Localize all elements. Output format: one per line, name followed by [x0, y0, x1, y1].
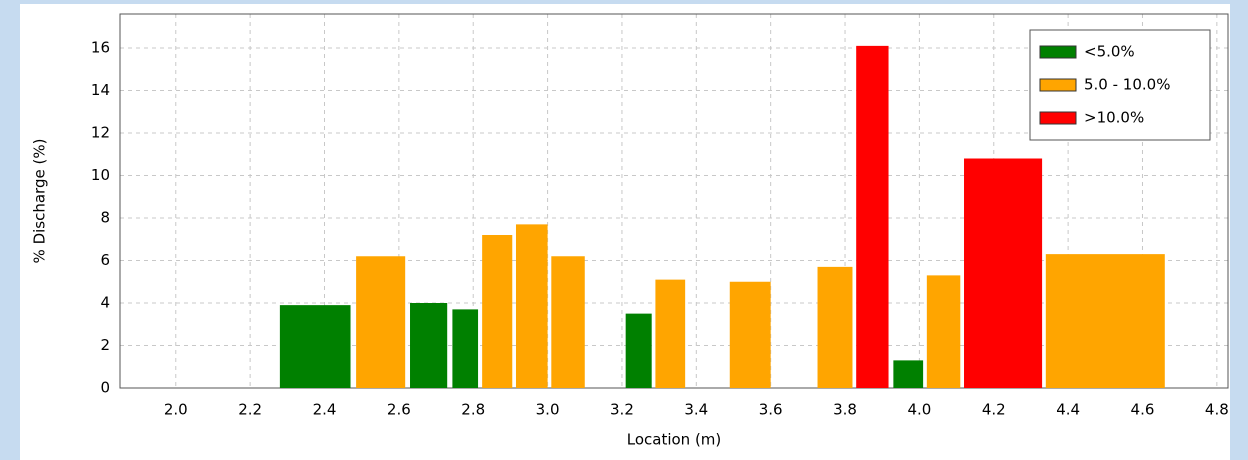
bar	[482, 235, 513, 388]
bar	[625, 313, 652, 388]
x-tick-label: 3.2	[610, 401, 634, 419]
x-tick-label: 3.0	[536, 401, 560, 419]
bar	[1045, 254, 1165, 388]
x-tick-label: 4.4	[1056, 401, 1080, 419]
x-tick-label: 4.0	[907, 401, 931, 419]
x-tick-label: 3.8	[833, 401, 857, 419]
y-tick-label: 16	[91, 39, 110, 57]
bar	[926, 275, 961, 388]
x-axis-label: Location (m)	[627, 431, 722, 449]
y-tick-label: 4	[100, 294, 110, 312]
legend-label: 5.0 - 10.0%	[1084, 76, 1170, 94]
bar	[893, 360, 924, 388]
bar	[279, 305, 351, 388]
legend-label: >10.0%	[1084, 109, 1144, 127]
legend-swatch	[1039, 78, 1077, 92]
x-tick-label: 3.6	[759, 401, 783, 419]
bar	[856, 45, 889, 388]
y-tick-label: 0	[100, 379, 110, 397]
y-tick-label: 2	[100, 336, 110, 354]
y-axis-label: % Discharge (%)	[31, 139, 49, 264]
y-tick-label: 14	[91, 81, 110, 99]
bar	[964, 158, 1043, 388]
x-tick-label: 2.0	[164, 401, 188, 419]
x-tick-label: 3.4	[684, 401, 708, 419]
bar	[356, 256, 406, 388]
legend-swatch	[1039, 45, 1077, 59]
x-tick-label: 2.8	[461, 401, 485, 419]
y-tick-label: 12	[91, 124, 110, 142]
x-tick-label: 4.8	[1205, 401, 1229, 419]
x-tick-label: 2.2	[238, 401, 262, 419]
y-tick-label: 8	[100, 209, 110, 227]
bar	[817, 266, 853, 388]
x-tick-label: 4.6	[1131, 401, 1155, 419]
legend-swatch	[1039, 111, 1077, 125]
y-tick-label: 6	[100, 251, 110, 269]
bar	[729, 281, 771, 388]
bar	[551, 256, 585, 388]
bar	[515, 224, 548, 388]
bar	[655, 279, 686, 388]
x-tick-label: 2.6	[387, 401, 411, 419]
x-tick-label: 2.4	[313, 401, 337, 419]
bar	[452, 309, 479, 388]
bar	[410, 303, 448, 388]
legend-label: <5.0%	[1084, 43, 1135, 61]
y-tick-label: 10	[91, 166, 110, 184]
x-tick-label: 4.2	[982, 401, 1006, 419]
